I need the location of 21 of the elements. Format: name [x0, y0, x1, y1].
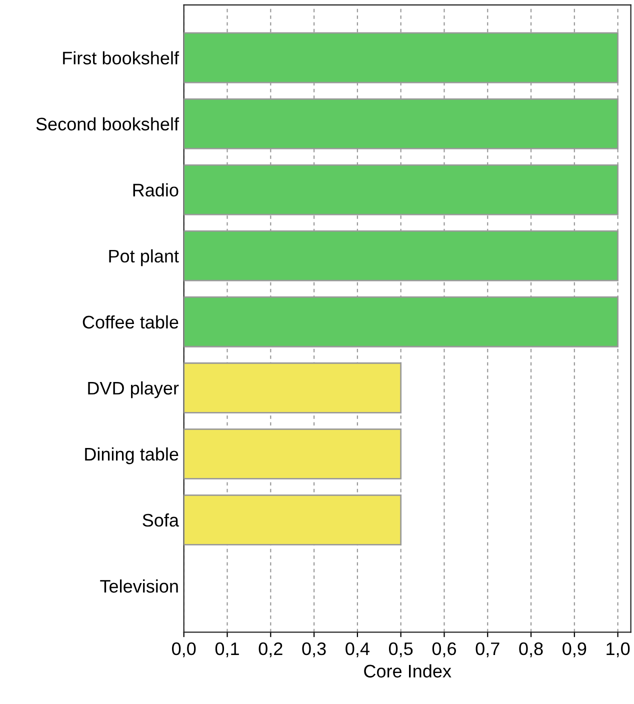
- x-tick-label: 0,0: [172, 642, 196, 658]
- x-tick-label: 0,3: [302, 642, 326, 658]
- x-tick-label: 0,2: [258, 642, 282, 658]
- x-tick-label: 0,4: [346, 642, 370, 658]
- y-tick-label: Second bookshelf: [36, 117, 180, 130]
- x-tick-label: 0,9: [562, 642, 586, 658]
- x-tick-label: 0,1: [215, 642, 239, 658]
- x-tick-label: 0,7: [476, 642, 500, 658]
- y-tick-label: First bookshelf: [63, 51, 180, 64]
- x-tick-label: 0,8: [519, 642, 543, 658]
- y-tick-label: Pot plant: [109, 249, 179, 266]
- x-axis-title: Core Index: [364, 664, 452, 678]
- y-tick-label: Television: [100, 579, 178, 593]
- x-tick-label: 0,6: [432, 642, 456, 658]
- x-tick-label: 0,5: [388, 642, 413, 658]
- x-tick-label: 1,0: [606, 642, 630, 658]
- y-tick-label: Dining table: [85, 447, 178, 464]
- y-tick-label: Radio: [133, 183, 178, 197]
- y-tick-label: Coffee table: [82, 315, 178, 329]
- y-tick-label: Sofa: [142, 513, 179, 527]
- y-tick-label: DVD player: [88, 381, 179, 398]
